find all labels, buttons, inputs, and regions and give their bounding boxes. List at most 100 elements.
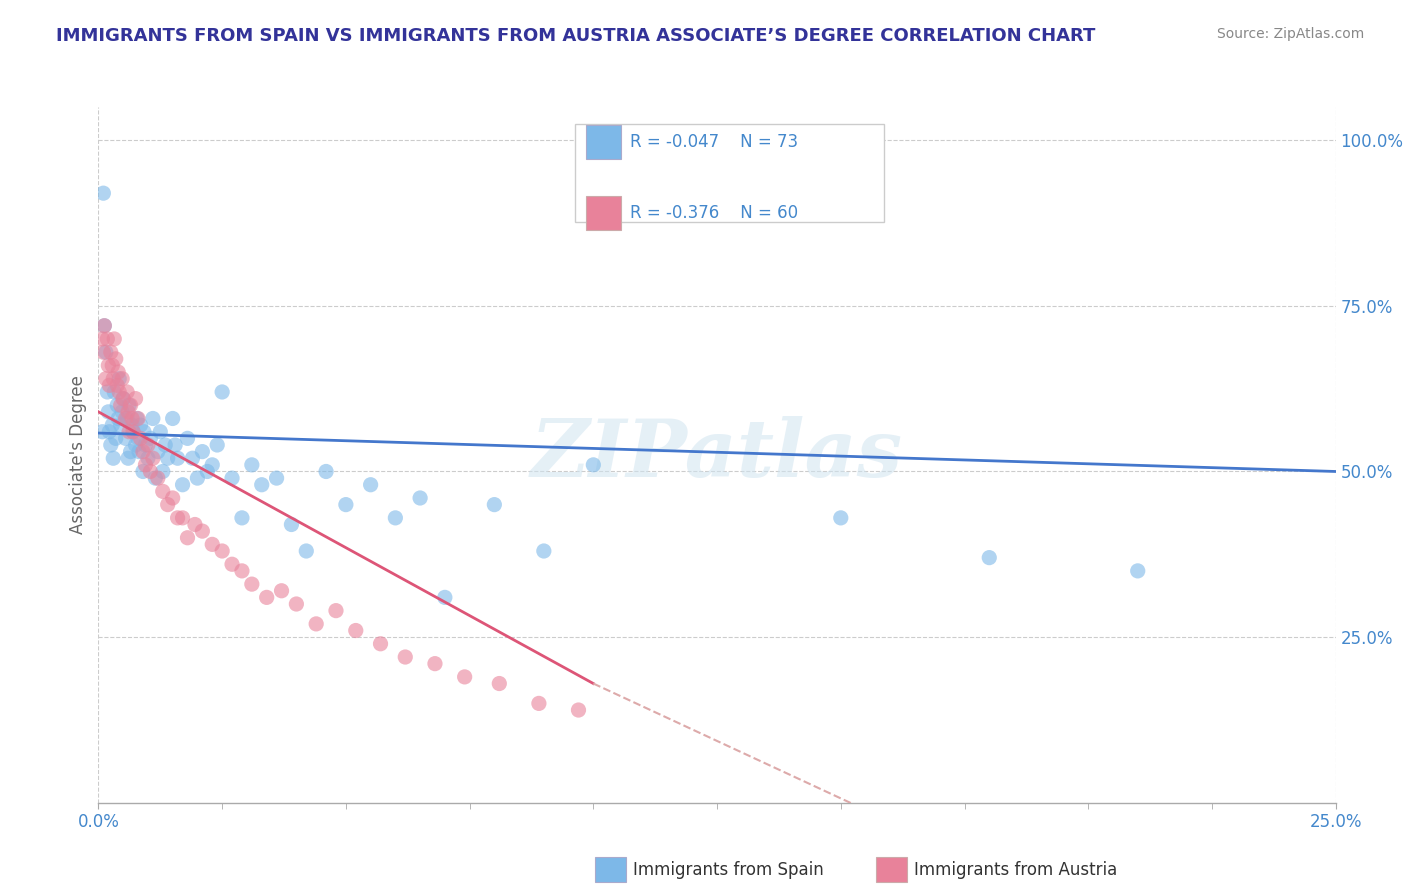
Point: [122, 425, 145, 439]
Point: [270, 583, 292, 598]
Point: [94, 345, 117, 359]
Point: [115, 411, 138, 425]
Point: [295, 544, 318, 558]
Point: [211, 544, 233, 558]
Point: [156, 451, 179, 466]
Point: [114, 411, 136, 425]
Text: R = -0.047    N = 73: R = -0.047 N = 73: [630, 133, 797, 152]
Point: [256, 591, 278, 605]
Point: [166, 451, 188, 466]
Point: [97, 359, 120, 373]
Point: [132, 425, 155, 439]
Point: [582, 458, 605, 472]
Point: [488, 676, 510, 690]
Point: [132, 444, 155, 458]
Point: [325, 604, 347, 618]
Text: Immigrants from Spain: Immigrants from Spain: [633, 861, 824, 879]
Point: [181, 451, 204, 466]
Point: [484, 498, 506, 512]
Point: [155, 438, 177, 452]
Point: [103, 372, 125, 386]
Point: [110, 418, 132, 433]
Point: [100, 345, 122, 359]
Point: [152, 484, 174, 499]
Point: [93, 318, 115, 333]
Point: [91, 332, 114, 346]
Point: [384, 511, 406, 525]
Point: [830, 511, 852, 525]
Point: [143, 471, 166, 485]
Point: [111, 372, 134, 386]
Point: [250, 477, 273, 491]
Point: [134, 458, 156, 472]
Point: [103, 384, 125, 399]
Point: [101, 359, 124, 373]
Point: [136, 451, 159, 466]
Point: [533, 544, 555, 558]
Point: [285, 597, 308, 611]
Point: [118, 425, 141, 439]
Text: R = -0.376    N = 60: R = -0.376 N = 60: [630, 204, 797, 222]
Point: [118, 398, 141, 412]
Point: [344, 624, 367, 638]
Point: [1126, 564, 1149, 578]
Point: [107, 411, 129, 425]
Point: [305, 616, 328, 631]
Point: [162, 491, 184, 505]
Point: [221, 558, 243, 572]
Point: [231, 564, 253, 578]
Point: [121, 411, 143, 425]
Point: [117, 405, 139, 419]
Point: [104, 351, 127, 366]
Point: [112, 392, 135, 406]
Point: [176, 531, 198, 545]
Y-axis label: Associate's Degree: Associate's Degree: [69, 376, 87, 534]
Point: [127, 431, 149, 445]
Point: [191, 524, 214, 538]
Point: [231, 511, 253, 525]
Point: [101, 418, 124, 433]
Point: [112, 392, 135, 406]
Point: [186, 471, 208, 485]
Point: [93, 318, 115, 333]
Text: Immigrants from Austria: Immigrants from Austria: [914, 861, 1118, 879]
Point: [110, 398, 132, 412]
Point: [433, 591, 456, 605]
Text: Source: ZipAtlas.com: Source: ZipAtlas.com: [1216, 27, 1364, 41]
Point: [124, 392, 146, 406]
Point: [166, 511, 188, 525]
Point: [105, 378, 128, 392]
Point: [105, 398, 128, 412]
Point: [117, 451, 139, 466]
Text: ZIPatlas: ZIPatlas: [531, 417, 903, 493]
Point: [172, 511, 194, 525]
Point: [107, 365, 129, 379]
Point: [129, 431, 152, 445]
Point: [184, 517, 207, 532]
Point: [142, 411, 165, 425]
Point: [191, 444, 214, 458]
Point: [240, 577, 263, 591]
Point: [98, 425, 121, 439]
Point: [280, 517, 302, 532]
Point: [108, 384, 131, 399]
Point: [146, 471, 169, 485]
Point: [125, 411, 148, 425]
Point: [394, 650, 416, 665]
Point: [128, 444, 150, 458]
Point: [129, 418, 152, 433]
Point: [93, 345, 115, 359]
Point: [205, 438, 228, 452]
Point: [97, 405, 120, 419]
Point: [335, 498, 357, 512]
Point: [91, 425, 114, 439]
Point: [370, 637, 392, 651]
Point: [132, 465, 155, 479]
Point: [195, 465, 218, 479]
Point: [146, 444, 169, 458]
Point: [100, 438, 122, 452]
Point: [156, 498, 179, 512]
Point: [96, 384, 118, 399]
Point: [104, 431, 127, 445]
Point: [136, 438, 159, 452]
